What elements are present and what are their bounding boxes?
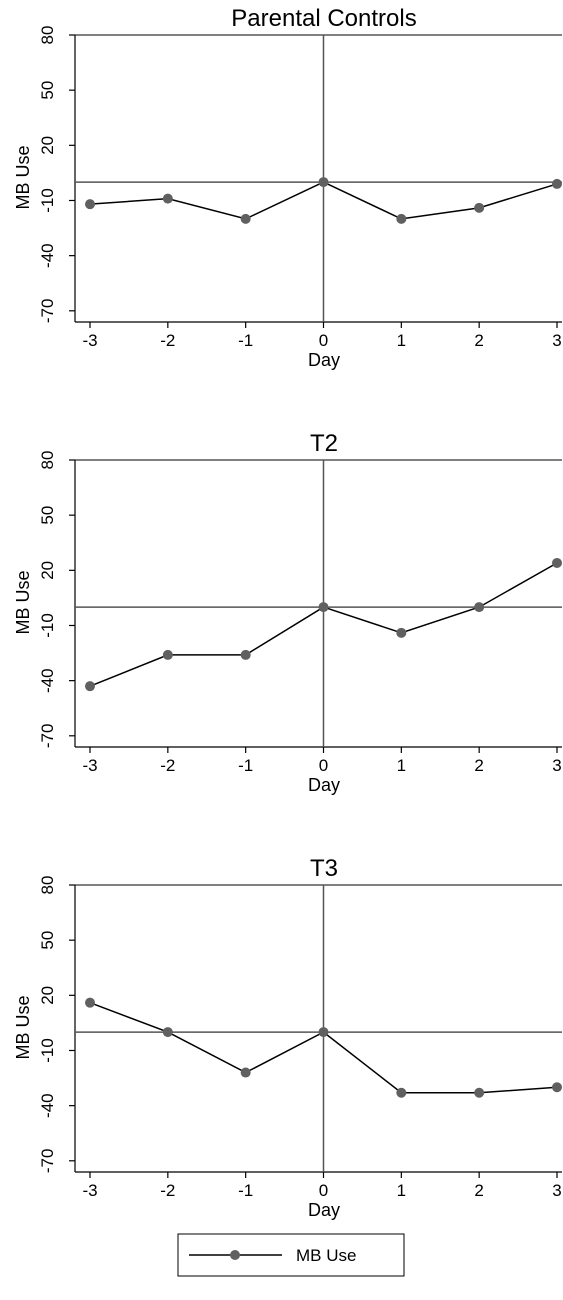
x-tick-label: 2 [474,331,483,350]
x-tick-label: 1 [397,1181,406,1200]
y-tick-label: 80 [38,26,57,45]
y-tick-label: 50 [38,931,57,950]
data-point [162,649,173,660]
data-point [85,681,95,692]
y-tick-label: 50 [38,81,57,100]
data-point [162,1027,173,1038]
data-point [396,1087,407,1098]
y-tick-label: 20 [38,561,57,580]
legend-marker-sample [230,1250,240,1260]
y-tick-label: -40 [38,668,57,693]
x-tick-label: -2 [160,1181,175,1200]
y-tick-label: -10 [38,188,57,213]
x-axis-label: Day [308,1200,340,1220]
data-point [162,193,173,204]
x-tick-label: -1 [238,756,253,775]
data-point [474,602,485,613]
data-point [318,602,329,613]
x-tick-label: -3 [82,331,97,350]
y-tick-label: 20 [38,136,57,155]
x-tick-label: 3 [552,1181,561,1200]
data-point [474,202,485,213]
y-tick-label: 50 [38,506,57,525]
y-tick-label: -70 [38,724,57,749]
x-axis-label: Day [308,775,340,795]
data-point [85,199,95,210]
x-tick-label: -3 [82,1181,97,1200]
data-point [552,557,562,568]
y-tick-label: -10 [38,613,57,638]
y-tick-label: 80 [38,876,57,895]
chart-title: T2 [310,430,338,457]
x-tick-label: 0 [319,756,328,775]
x-tick-label: -2 [160,331,175,350]
data-point [240,649,251,660]
x-tick-label: -1 [238,1181,253,1200]
data-point [396,627,407,638]
chart-title: Parental Controls [231,5,416,32]
legend-label: MB Use [296,1246,356,1265]
x-tick-label: 1 [397,756,406,775]
y-tick-label: 80 [38,451,57,470]
y-tick-label: -40 [38,1093,57,1118]
data-point [552,178,562,189]
data-point [85,997,95,1008]
y-tick-label: -70 [38,299,57,324]
data-point [318,1027,329,1038]
data-point [396,213,407,224]
x-axis-label: Day [308,350,340,370]
x-tick-label: 1 [397,331,406,350]
data-point [240,213,251,224]
x-tick-label: 2 [474,756,483,775]
data-point [240,1067,251,1078]
x-tick-label: -3 [82,756,97,775]
data-point [552,1082,562,1093]
x-tick-label: 3 [552,756,561,775]
y-tick-label: 20 [38,986,57,1005]
y-tick-label: -10 [38,1038,57,1063]
data-point [474,1087,485,1098]
y-axis-label: MB Use [13,995,33,1059]
chart-title: T3 [310,855,338,882]
y-axis-label: MB Use [13,145,33,209]
y-tick-label: -40 [38,243,57,268]
x-tick-label: 0 [319,1181,328,1200]
x-tick-label: -2 [160,756,175,775]
x-tick-label: 2 [474,1181,483,1200]
data-point [318,177,329,188]
y-tick-label: -70 [38,1149,57,1174]
x-tick-label: 0 [319,331,328,350]
x-tick-label: 3 [552,331,561,350]
x-tick-label: -1 [238,331,253,350]
y-axis-label: MB Use [13,570,33,634]
